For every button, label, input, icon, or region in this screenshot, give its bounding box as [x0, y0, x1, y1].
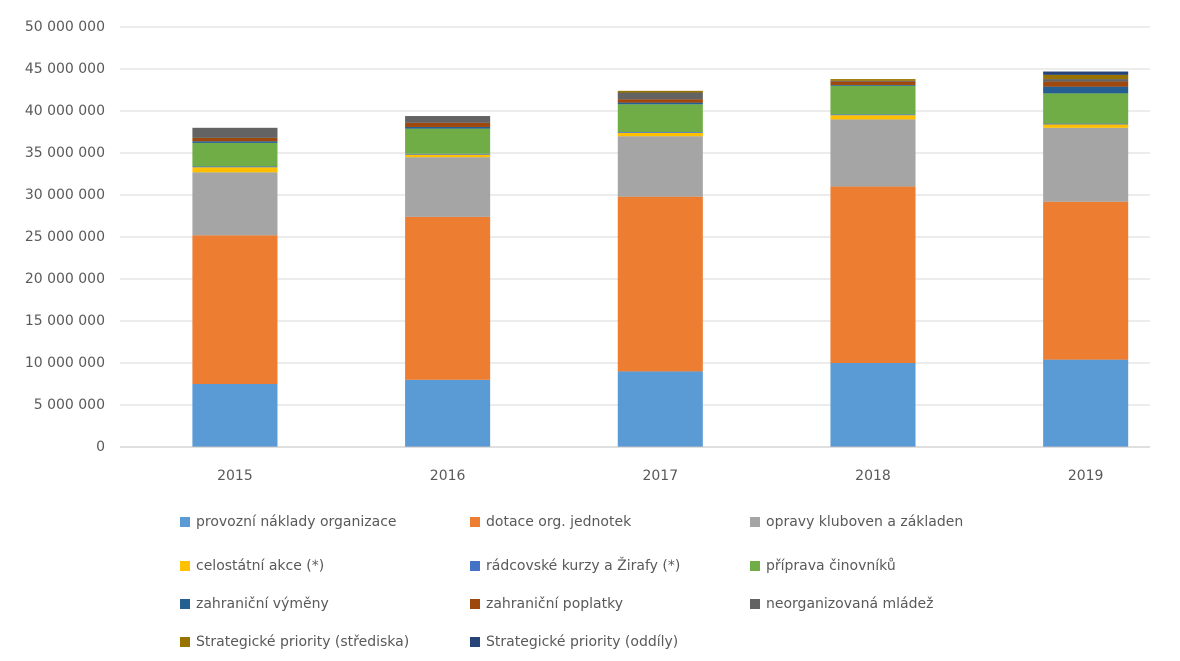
bar-segment	[192, 167, 278, 173]
y-tick-label: 30 000 000	[25, 187, 105, 203]
bar-segment	[405, 153, 491, 155]
legend-swatch	[470, 637, 480, 647]
bar-segment	[617, 92, 703, 100]
bar-segment	[1043, 81, 1129, 87]
y-tick-label: 0	[96, 439, 105, 455]
bar-segment	[1043, 127, 1129, 202]
bar-segment	[617, 102, 703, 105]
legend-label: dotace org. jednotek	[486, 514, 632, 530]
bar-segment	[830, 80, 916, 82]
y-tick-label: 45 000 000	[25, 61, 105, 77]
bar-segment	[830, 85, 916, 115]
bar-segment	[617, 196, 703, 372]
legend-label: zahraniční výměny	[196, 596, 329, 612]
legend-swatch	[750, 561, 760, 571]
bar-segment	[405, 379, 491, 447]
legend-swatch	[180, 599, 190, 609]
bar-segment	[617, 104, 703, 132]
y-tick-label: 10 000 000	[25, 355, 105, 371]
legend-swatch	[470, 599, 480, 609]
legend-swatch	[180, 561, 190, 571]
y-tick-label: 25 000 000	[25, 229, 105, 245]
x-tick-label: 2018	[855, 468, 891, 484]
bar-segment	[192, 235, 278, 384]
legend-label: opravy kluboven a základen	[766, 514, 963, 530]
y-tick-label: 40 000 000	[25, 103, 105, 119]
legend-label: Strategické priority (oddíly)	[486, 634, 678, 650]
legend-label: Strategické priority (střediska)	[196, 634, 409, 650]
bar-segment	[192, 137, 278, 142]
bar-segment	[830, 115, 916, 120]
bar-segment	[617, 132, 703, 137]
bar-segment	[405, 116, 491, 123]
legend-swatch	[180, 637, 190, 647]
y-tick-label: 20 000 000	[25, 271, 105, 287]
legend-label: provozní náklady organizace	[196, 514, 397, 530]
bar-segment	[405, 122, 491, 127]
legend-swatch	[470, 561, 480, 571]
bar-segment	[1043, 79, 1129, 82]
bar-segment	[617, 90, 703, 93]
bar-segment	[1043, 201, 1129, 360]
bar-segment	[192, 166, 278, 168]
legend-label: celostátní akce (*)	[196, 558, 324, 574]
y-tick-label: 50 000 000	[25, 19, 105, 35]
bar-segment	[405, 128, 491, 154]
y-tick-label: 5 000 000	[34, 397, 105, 413]
bar-segment	[830, 186, 916, 363]
bar-segment	[617, 132, 703, 133]
bar-segment	[192, 384, 278, 447]
legend-label: zahraniční poplatky	[486, 596, 623, 612]
bar-segment	[617, 136, 703, 197]
x-tick-label: 2017	[642, 468, 678, 484]
bar-segment	[1043, 124, 1129, 128]
bar-segment	[830, 81, 916, 85]
bar-segment	[1043, 93, 1129, 124]
bar-segment	[1043, 86, 1129, 94]
y-tick-label: 35 000 000	[25, 145, 105, 161]
x-tick-label: 2016	[430, 468, 466, 484]
x-tick-label: 2015	[217, 468, 253, 484]
bar-segment	[192, 127, 278, 138]
bar-segment	[830, 84, 916, 86]
legend-swatch	[470, 517, 480, 527]
bar-segment	[1043, 359, 1129, 447]
bar-segment	[1043, 71, 1129, 75]
legend-swatch	[750, 517, 760, 527]
legend-label: příprava činovníků	[766, 558, 896, 574]
bar-segment	[192, 172, 278, 236]
bar-segment	[830, 363, 916, 447]
legend-label: rádcovské kurzy a Žirafy (*)	[486, 556, 680, 574]
legend-swatch	[180, 517, 190, 527]
bar-segment	[617, 371, 703, 447]
bar-segment	[830, 114, 916, 116]
bar-segment	[405, 154, 491, 158]
y-tick-label: 15 000 000	[25, 313, 105, 329]
bar-segment	[1043, 123, 1129, 125]
bar-segment	[405, 157, 491, 217]
bar-segment	[405, 126, 491, 129]
legend-label: neorganizovaná mládež	[766, 596, 933, 612]
bar-segment	[830, 79, 916, 81]
bar-segment	[617, 99, 703, 103]
legend-swatch	[750, 599, 760, 609]
bar-segment	[1043, 74, 1129, 80]
bar-segment	[830, 119, 916, 187]
bar-segment	[405, 216, 491, 380]
bar-segment	[192, 141, 278, 143]
x-tick-label: 2019	[1068, 468, 1104, 484]
bar-segment	[192, 142, 278, 167]
